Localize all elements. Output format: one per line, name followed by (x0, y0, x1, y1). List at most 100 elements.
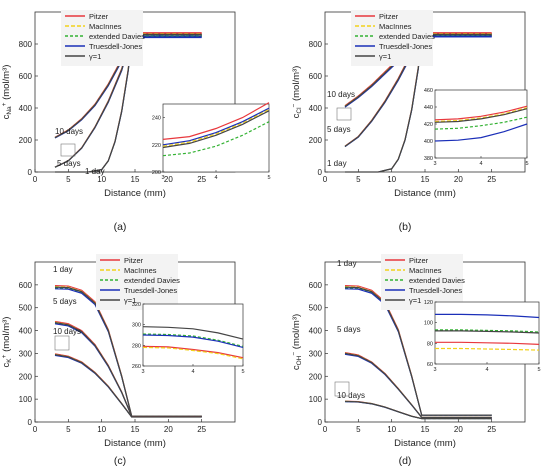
inset-series-line (142, 334, 244, 348)
x-axis-label: Distance (mm) (394, 438, 456, 449)
curve-label: 1 day (53, 265, 73, 274)
y-tick-label: 200 (19, 372, 33, 381)
x-axis-label: Distance (mm) (104, 438, 166, 449)
y-tick-label: 600 (309, 72, 323, 81)
x-tick-label: 15 (421, 175, 430, 184)
inset-x-tick-label: 4 (214, 175, 217, 181)
x-tick-label: 25 (197, 425, 206, 434)
inset-series-line (142, 346, 244, 360)
series-line (344, 286, 492, 416)
x-axis-label: Distance (mm) (104, 188, 166, 199)
legend-label: MacInnes (89, 22, 122, 31)
x-tick-label: 15 (131, 425, 140, 434)
inset-series-line (435, 313, 540, 319)
legend-label: Pitzer (379, 12, 399, 21)
x-tick-label: 25 (487, 425, 496, 434)
x-tick-label: 5 (356, 425, 361, 434)
inset-series-line (434, 116, 528, 130)
legend-label: extended Davies (409, 276, 465, 285)
inset-series-line (142, 326, 244, 340)
y-tick-label: 300 (19, 349, 33, 358)
inset-chart: 3 4 5 200 220 240 (152, 102, 271, 181)
inset-y-tick-label: 300 (132, 323, 141, 329)
x-tick-label: 15 (131, 175, 140, 184)
inset-series-line (435, 347, 540, 351)
inset-y-tick-label: 460 (424, 88, 433, 94)
curve-label: 5 days (337, 325, 361, 334)
panel-caption: (b) (399, 221, 412, 233)
inset-x-tick-label: 3 (141, 369, 144, 375)
inset-y-tick-label: 60 (427, 362, 433, 368)
y-axis-label: cCl− (mol/m³) (291, 66, 303, 119)
y-tick-label: 200 (19, 136, 33, 145)
zoom-region-box (54, 335, 70, 351)
legend-label: Truesdell-Jones (89, 42, 142, 51)
y-tick-label: 100 (19, 395, 33, 404)
legend-label: γ=1 (409, 296, 421, 305)
series-line (54, 321, 202, 417)
inset-y-tick-label: 320 (132, 302, 141, 308)
legend-label: γ=1 (124, 296, 136, 305)
x-tick-label: 20 (454, 175, 463, 184)
chart-panel: 0 5 10 15 20 25 0 100 200 300 400 500 600 Distance (m… (291, 254, 541, 467)
inset-x-tick-label: 5 (537, 367, 540, 373)
series-line (344, 352, 492, 419)
inset-x-tick-label: 5 (267, 175, 270, 181)
legend-label: extended Davies (379, 32, 435, 41)
chart-panel: 0 5 10 15 20 25 0 100 200 300 400 500 600 Distance (m… (1, 254, 245, 467)
y-tick-label: 0 (318, 418, 323, 427)
legend-label: Pitzer (89, 12, 109, 21)
legend-label: MacInnes (409, 266, 442, 275)
legend-label: Truesdell-Jones (124, 286, 177, 295)
zoom-region-box (60, 143, 76, 157)
inset-x-tick-label: 3 (161, 175, 164, 181)
inset-x-tick-label: 4 (485, 367, 488, 373)
x-tick-label: 10 (97, 175, 106, 184)
inset-y-tick-label: 400 (424, 139, 433, 145)
series-line (54, 353, 202, 418)
y-axis-label: cOH− (mol/m³) (291, 314, 303, 370)
x-tick-label: 10 (387, 425, 396, 434)
inset-series-line (435, 330, 540, 334)
x-tick-label: 20 (164, 425, 173, 434)
inset-y-tick-label: 100 (424, 321, 433, 327)
inset-y-tick-label: 380 (424, 156, 433, 162)
inset-series-line (142, 333, 244, 347)
y-tick-label: 500 (19, 304, 33, 313)
x-tick-label: 5 (66, 175, 71, 184)
y-tick-label: 400 (19, 327, 33, 336)
panel-caption: (c) (114, 455, 126, 467)
x-tick-label: 0 (323, 425, 328, 434)
y-tick-label: 400 (309, 104, 323, 113)
inset-y-tick-label: 120 (424, 300, 433, 306)
inset-y-tick-label: 280 (132, 343, 141, 349)
inset-y-tick-label: 240 (152, 116, 161, 122)
x-tick-label: 20 (164, 175, 173, 184)
legend-label: MacInnes (379, 22, 412, 31)
x-tick-label: 0 (33, 425, 38, 434)
legend-label: γ=1 (379, 52, 391, 61)
inset-x-tick-label: 5 (241, 369, 244, 375)
legend-label: Pitzer (409, 256, 429, 265)
y-tick-label: 0 (28, 418, 33, 427)
y-tick-label: 800 (309, 40, 323, 49)
x-tick-label: 10 (387, 175, 396, 184)
inset-series-line (434, 108, 528, 123)
inset-chart: 3 4 5 260 280 300 320 (132, 302, 245, 375)
panel-caption: (a) (114, 221, 127, 233)
curve-label: 10 days (53, 327, 81, 336)
chart-panel: 0 5 10 15 20 25 0 200 400 600 800 Distance (mm) cCl−… (291, 10, 529, 233)
y-tick-label: 0 (318, 168, 323, 177)
curve-label: 1 day (337, 259, 357, 268)
chart-panel: 0 5 10 15 20 25 0 200 400 600 800 Distance (mm) cNa+… (1, 10, 271, 233)
zoom-region-box (334, 381, 350, 397)
x-axis-label: Distance (mm) (394, 188, 456, 199)
curve-label: 10 days (55, 127, 83, 136)
inset-y-tick-label: 200 (152, 170, 161, 176)
inset-frame (434, 301, 540, 365)
curve-label: 5 days (53, 297, 77, 306)
curve-label: 5 days (327, 125, 351, 134)
